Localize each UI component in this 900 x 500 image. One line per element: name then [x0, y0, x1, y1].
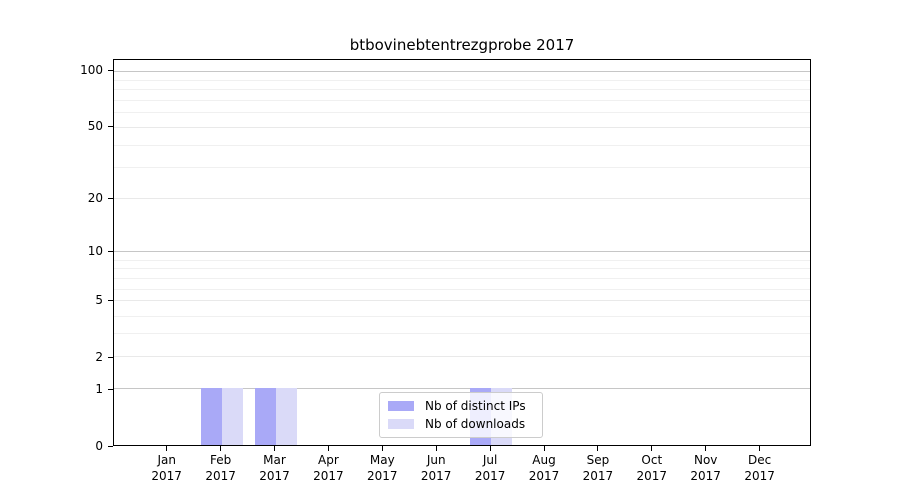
x-tick-month: Jan	[157, 453, 176, 467]
y-tick-label: 10	[87, 243, 103, 258]
legend-entry-distinct-ips: Nb of distinct IPs	[388, 399, 534, 413]
gridline-y-20	[114, 198, 810, 200]
y-tick-mark	[108, 446, 113, 447]
x-tick-year: 2017	[313, 469, 344, 483]
y-tick-mark	[108, 250, 113, 252]
y-tick-label: 20	[87, 191, 103, 205]
x-tick-year: 2017	[420, 469, 452, 483]
x-tick-label: Apr 2017	[301, 452, 355, 484]
x-tick-month: Apr	[318, 453, 339, 467]
bar-downloads	[275, 388, 297, 445]
minor-gridline	[114, 79, 810, 81]
y-tick-label: 0	[95, 439, 103, 453]
x-tick-label: Dec 2017	[733, 452, 787, 484]
x-tick-mark	[381, 446, 383, 451]
minor-gridline	[114, 167, 810, 169]
legend-label-distinct-ips: Nb of distinct IPs	[425, 399, 526, 414]
x-tick-mark	[597, 446, 599, 451]
bar-downloads	[221, 388, 243, 445]
x-tick-year: 2017	[690, 469, 721, 483]
x-tick-label: Jun 2017	[409, 452, 463, 484]
x-tick-mark	[166, 446, 168, 451]
x-tick-year: 2017	[582, 469, 614, 483]
minor-gridline	[114, 333, 810, 335]
x-tick-label: Mar 2017	[248, 452, 302, 484]
gridline-y-5	[114, 299, 810, 301]
x-tick-mark	[220, 446, 222, 451]
y-tick-mark	[108, 388, 113, 390]
x-tick-mark	[327, 446, 329, 451]
y-tick-label: 1	[95, 381, 103, 396]
minor-gridline	[114, 288, 810, 290]
minor-gridline	[114, 144, 810, 146]
x-tick-label: Jan 2017	[140, 452, 194, 484]
minor-gridline	[114, 259, 810, 261]
x-tick-label: Feb 2017	[194, 452, 248, 484]
x-tick-month: Nov	[693, 453, 718, 467]
x-tick-label: Oct 2017	[625, 452, 679, 484]
x-tick-year: 2017	[259, 469, 290, 483]
gridline-y-1	[114, 388, 810, 390]
minor-gridline	[114, 112, 810, 114]
y-tick-label: 2	[95, 349, 103, 364]
plot-area: Nb of distinct IPs Nb of downloads	[113, 59, 811, 446]
x-tick-mark	[543, 446, 545, 451]
minor-gridline	[114, 99, 810, 101]
legend-entry-downloads: Nb of downloads	[388, 417, 534, 431]
y-tick-label: 100	[80, 62, 103, 77]
x-tick-year: 2017	[205, 469, 236, 483]
minor-gridline	[114, 315, 810, 317]
x-tick-mark	[705, 446, 707, 451]
bar-distinct-ips	[254, 388, 276, 445]
x-tick-year: 2017	[151, 469, 182, 483]
minor-gridline	[114, 89, 810, 91]
x-tick-mark	[759, 446, 761, 451]
x-tick-month: Dec	[747, 453, 772, 467]
x-tick-month: Jun	[426, 453, 446, 467]
minor-gridline	[114, 268, 810, 270]
y-tick-mark	[108, 198, 113, 199]
legend: Nb of distinct IPs Nb of downloads	[379, 392, 543, 438]
x-tick-month: May	[369, 453, 395, 467]
y-tick-mark	[108, 125, 113, 127]
gridline-y-10	[114, 250, 810, 252]
x-tick-month: Oct	[641, 453, 663, 467]
x-tick-month: Sep	[586, 453, 610, 467]
legend-swatch-distinct-ips	[388, 401, 414, 412]
x-tick-label: Sep 2017	[571, 452, 625, 484]
x-tick-mark	[489, 446, 491, 451]
x-tick-year: 2017	[367, 469, 398, 483]
bar-distinct-ips	[200, 388, 222, 445]
x-tick-mark	[435, 446, 437, 451]
y-tick-mark	[108, 69, 113, 71]
x-tick-month: Feb	[209, 453, 232, 467]
x-tick-year: 2017	[474, 469, 506, 483]
gridline-y-50	[114, 126, 810, 128]
legend-label-downloads: Nb of downloads	[425, 416, 526, 431]
legend-swatch-downloads	[388, 418, 414, 429]
x-tick-label: Nov 2017	[679, 452, 733, 484]
x-tick-label: Jul 2017	[463, 452, 517, 484]
x-tick-year: 2017	[636, 469, 668, 483]
y-tick-label: 50	[87, 118, 103, 133]
x-tick-month: Aug	[532, 453, 556, 467]
x-tick-label: May 2017	[355, 452, 409, 484]
y-tick-label: 5	[95, 292, 103, 307]
x-tick-year: 2017	[528, 469, 560, 483]
x-tick-month: Jul	[482, 453, 498, 467]
x-tick-mark	[651, 446, 653, 451]
x-tick-mark	[274, 446, 275, 451]
x-tick-label: Aug 2017	[517, 452, 571, 484]
x-tick-year: 2017	[744, 469, 775, 483]
y-tick-mark	[108, 299, 113, 301]
gridline-y-100	[114, 70, 810, 72]
chart-title: btbovinebtentrezgprobe 2017	[349, 36, 575, 54]
y-tick-mark	[108, 356, 113, 358]
minor-gridline	[114, 277, 810, 279]
gridline-y-2	[114, 356, 810, 358]
x-tick-month: Mar	[263, 453, 286, 467]
